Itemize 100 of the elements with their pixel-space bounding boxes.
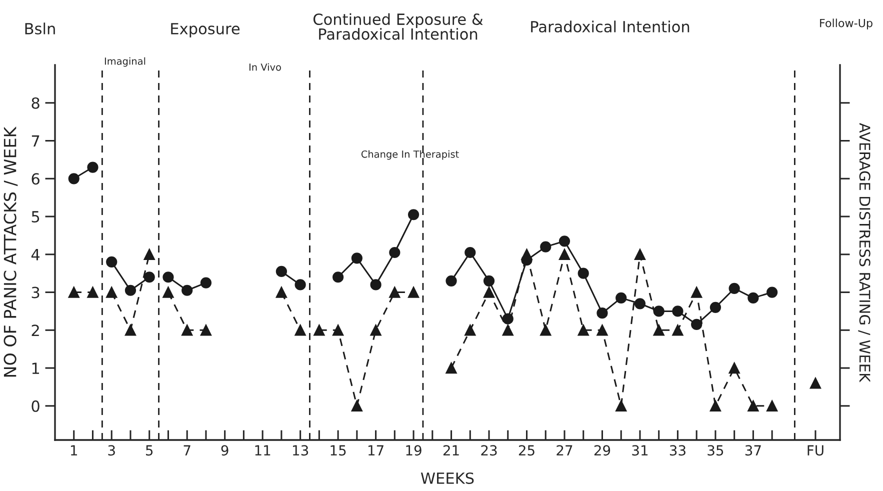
x-tick-label: 33 — [670, 445, 686, 456]
point — [351, 400, 362, 412]
point — [464, 246, 476, 258]
point — [502, 313, 514, 324]
y-tick-label: 3 — [32, 286, 40, 298]
point — [182, 284, 193, 296]
y-tick-label: 2 — [32, 324, 39, 336]
point — [124, 324, 136, 336]
point — [728, 282, 740, 294]
point — [294, 324, 306, 336]
text: Paradoxical Intention — [531, 20, 690, 32]
point — [87, 286, 98, 298]
point — [748, 292, 759, 304]
x-tick-label: 23 — [481, 445, 497, 456]
point — [710, 302, 722, 313]
point — [162, 272, 174, 283]
x-tick-label: 21 — [443, 445, 459, 456]
point — [106, 286, 118, 298]
point — [408, 286, 420, 298]
point — [332, 272, 344, 283]
point — [124, 284, 136, 296]
point — [596, 324, 608, 336]
point — [446, 362, 457, 374]
y-tick-label: 0 — [32, 400, 40, 412]
point — [502, 324, 514, 336]
x-tick-label: 9 — [221, 445, 228, 456]
x-tick-label: 29 — [594, 445, 610, 456]
point — [446, 275, 457, 286]
point — [540, 324, 552, 336]
text: Continued Exposure & Paradoxical Intention — [313, 13, 483, 40]
annotation: Change In Therapist — [361, 150, 459, 160]
x-tick-label: 15 — [330, 445, 346, 456]
point — [558, 236, 570, 247]
point — [672, 324, 684, 336]
point — [276, 266, 287, 277]
point — [766, 286, 778, 298]
point — [351, 252, 362, 264]
x-tick-label: 13 — [293, 445, 308, 456]
y-tick-label: 8 — [32, 97, 40, 109]
point — [748, 400, 759, 412]
point — [370, 279, 382, 290]
x-tick-label: 27 — [556, 445, 572, 456]
point — [182, 324, 193, 336]
point — [144, 248, 155, 260]
point — [200, 324, 212, 336]
y-tick-label: 4 — [31, 249, 40, 260]
point — [691, 286, 702, 298]
x-tick-label: 25 — [518, 445, 534, 456]
y-tick-label: 6 — [32, 173, 40, 185]
point — [389, 286, 400, 298]
text: Exposure — [171, 23, 240, 38]
point — [200, 277, 212, 288]
point — [144, 272, 155, 283]
point — [389, 246, 400, 258]
point — [332, 324, 344, 336]
point — [810, 378, 822, 389]
x-tick-label: 3 — [108, 445, 115, 456]
point — [521, 254, 532, 266]
point — [634, 298, 646, 310]
text: Follow-Up — [820, 18, 872, 30]
point — [766, 400, 778, 412]
point — [162, 286, 174, 298]
point — [653, 306, 664, 317]
point — [540, 241, 552, 252]
x-tick-label: 37 — [745, 445, 761, 456]
annotation: Imaginal — [104, 57, 146, 67]
point — [653, 324, 664, 336]
point — [464, 324, 476, 336]
point — [672, 306, 684, 317]
y-tick-label: 5 — [32, 211, 40, 223]
point — [294, 279, 306, 290]
x-tick-label: 35 — [708, 445, 724, 456]
y-tick-label: 1 — [32, 362, 40, 374]
x-tick-label: 1 — [70, 445, 78, 456]
x-tick-label: 7 — [184, 445, 190, 456]
x-tick-label: 19 — [406, 445, 422, 456]
x-axis-title: WEEKS — [420, 472, 474, 484]
y-tick-label: 7 — [32, 135, 40, 147]
x-tick-label: 11 — [255, 445, 270, 456]
point — [578, 324, 589, 336]
x-tick-label: FU — [808, 445, 824, 456]
point — [314, 324, 325, 336]
x-tick-label: 17 — [368, 445, 384, 456]
point — [276, 286, 287, 298]
y-axis-title: NO OF PANIC ATTACKS / WEEK — [4, 126, 18, 377]
point — [483, 275, 495, 286]
point — [483, 286, 495, 298]
point — [596, 308, 608, 319]
x-tick-label: 31 — [632, 445, 648, 456]
point — [370, 324, 382, 336]
point — [616, 400, 627, 412]
point — [106, 256, 118, 268]
point — [68, 173, 80, 184]
point — [87, 162, 98, 173]
point — [578, 268, 589, 279]
point — [691, 318, 702, 330]
point — [634, 248, 646, 260]
point — [558, 248, 570, 260]
text: Bsln — [25, 22, 55, 34]
y2-axis-title: AVERAGE DISTRESS RATING / WEEK — [858, 122, 870, 382]
